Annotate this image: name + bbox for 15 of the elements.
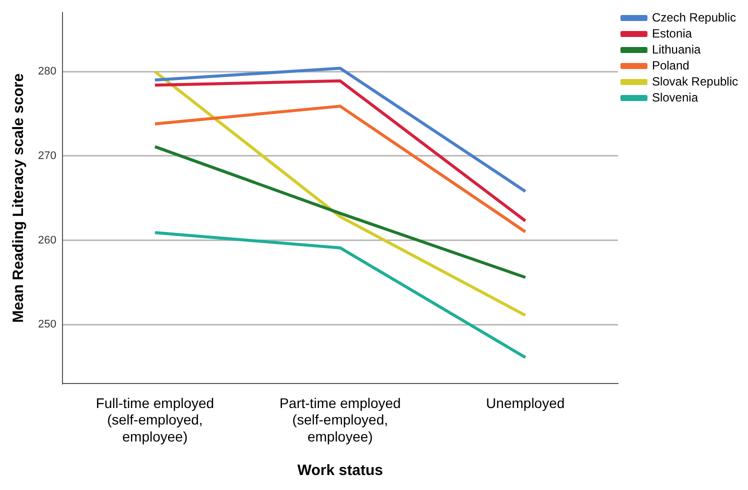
x-tick-label: Unemployed: [486, 394, 565, 411]
y-tick-label: 250: [38, 318, 56, 331]
x-tick-label: Full-time employed (self-employed, employee): [96, 394, 214, 444]
x-axis-title: Work status: [297, 462, 383, 480]
legend-label: Slovenia: [652, 90, 698, 104]
legend-label: Estonia: [652, 26, 692, 40]
y-tick-label: 260: [38, 234, 56, 246]
legend-label: Poland: [652, 58, 690, 72]
y-tick-label: 270: [38, 150, 56, 162]
legend-label: Slovak Republic: [652, 74, 738, 88]
y-axis-title: Mean Reading Literacy scale score: [10, 73, 28, 323]
x-tick-label: Part-time employed (self-employed, employee): [279, 394, 401, 444]
legend-label: Lithuania: [652, 42, 701, 56]
legend-label: Czech Republic: [652, 10, 736, 24]
y-tick-label: 280: [38, 66, 56, 78]
